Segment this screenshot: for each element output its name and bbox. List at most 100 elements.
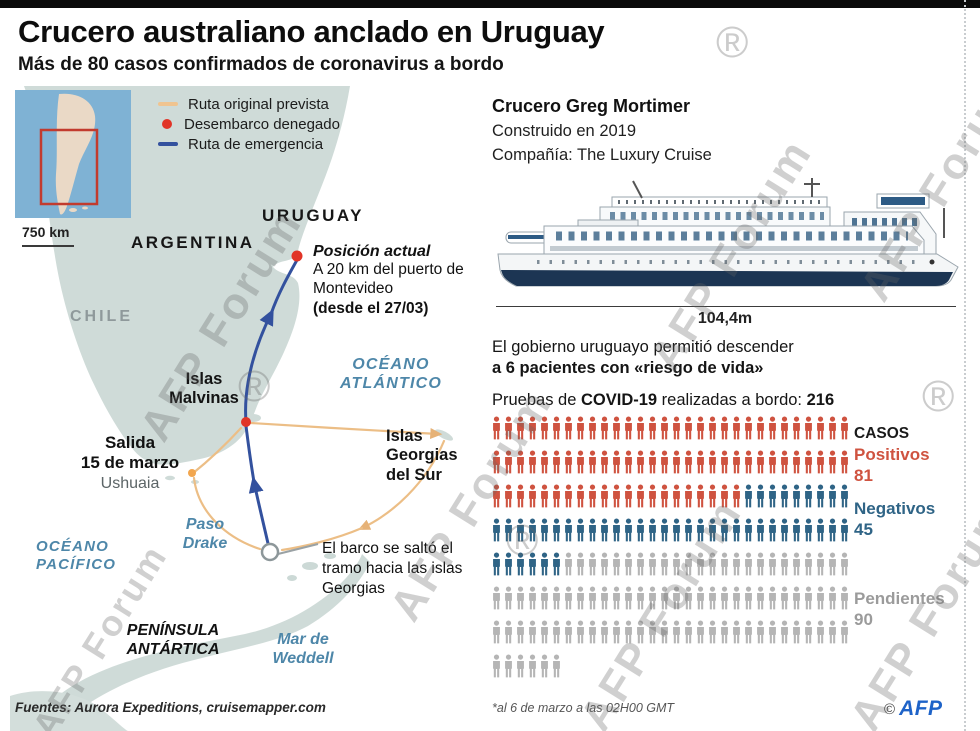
skipped-stop-circle (260, 542, 280, 562)
pictogram-row (492, 585, 849, 611)
tests-text: realizadas a bordo: (657, 391, 807, 409)
person-icon (781, 518, 788, 542)
person-icon (493, 654, 500, 678)
right-dotted-border (964, 0, 966, 731)
person-icon (625, 518, 632, 542)
person-icon (673, 552, 680, 576)
person-icon (829, 450, 836, 474)
label-uruguay: URUGUAY (262, 206, 364, 225)
person-icon (805, 450, 812, 474)
person-icon (637, 586, 644, 610)
person-icon (781, 586, 788, 610)
person-icon (493, 552, 500, 576)
person-icon (841, 416, 848, 440)
person-icon (733, 518, 740, 542)
person-icon (493, 620, 500, 644)
person-icon (817, 552, 824, 576)
person-icon (565, 620, 572, 644)
person-icon (757, 416, 764, 440)
page-title: Crucero australiano anclado en Uruguay (18, 14, 605, 49)
person-icon (793, 586, 800, 610)
person-icon (565, 586, 572, 610)
person-icon (829, 484, 836, 508)
person-icon (685, 552, 692, 576)
person-icon (613, 586, 620, 610)
pictogram-row (492, 449, 849, 475)
person-icon (757, 620, 764, 644)
person-icon (625, 416, 632, 440)
person-icon (601, 416, 608, 440)
person-icon (577, 484, 584, 508)
person-icon (841, 450, 848, 474)
person-icon (577, 586, 584, 610)
original-route (190, 421, 446, 552)
person-icon (817, 518, 824, 542)
person-icon (709, 416, 716, 440)
person-icon (553, 518, 560, 542)
person-icon (733, 620, 740, 644)
person-icon (505, 484, 512, 508)
person-icon (637, 620, 644, 644)
person-icon (637, 552, 644, 576)
person-icon (553, 416, 560, 440)
person-icon (697, 586, 704, 610)
person-icon (601, 586, 608, 610)
departure-word: Salida (104, 433, 156, 452)
person-icon (529, 654, 536, 678)
montevideo-position-dot (291, 250, 303, 262)
departure-annotation: Salida 15 de marzo Ushuaia (72, 433, 188, 494)
covid19-word: COVID-19 (580, 391, 658, 409)
ship-company: Compañía: The Luxury Cruise (492, 146, 712, 164)
person-icon (769, 416, 776, 440)
person-icon (661, 552, 668, 576)
person-icon (505, 518, 512, 542)
person-icon (769, 620, 776, 644)
government-statement: El gobierno uruguayo permitió descender … (492, 337, 794, 380)
negatives-label: Negativos 45 (854, 498, 935, 541)
pictogram-row (492, 619, 849, 645)
label-antarctic-peninsula: PENÍNSULA ANTÁRTICA (126, 622, 220, 658)
person-icon (517, 518, 524, 542)
person-icon (817, 484, 824, 508)
person-icon (745, 484, 752, 508)
current-position-annotation: Posición actual A 20 km del puerto de Mo… (313, 242, 483, 319)
person-icon (745, 416, 752, 440)
person-icon (517, 450, 524, 474)
person-icon (649, 586, 656, 610)
top-black-bar (0, 0, 980, 8)
positives-value: 81 (854, 466, 873, 486)
person-icon (493, 586, 500, 610)
person-icon (529, 552, 536, 576)
person-icon (817, 450, 824, 474)
legend-item-original-route: Ruta original prevista (158, 94, 340, 114)
person-icon (721, 484, 728, 508)
person-icon (589, 518, 596, 542)
person-icon (805, 620, 812, 644)
person-icon (541, 484, 548, 508)
legend-item-emergency-route: Ruta de emergencia (158, 134, 340, 154)
person-icon (661, 484, 668, 508)
person-icon (781, 552, 788, 576)
person-icon (613, 450, 620, 474)
person-icon (661, 450, 668, 474)
person-icon (673, 586, 680, 610)
person-icon (649, 484, 656, 508)
person-icon (529, 416, 536, 440)
label-paso-drake: Paso Drake (182, 516, 228, 552)
person-icon (685, 518, 692, 542)
person-icon (625, 620, 632, 644)
person-icon (493, 518, 500, 542)
skipped-leg-annotation: El barco se saltó el tramo hacia las isl… (322, 540, 463, 597)
person-icon (841, 620, 848, 644)
person-icon (757, 484, 764, 508)
position-body: A 20 km del puerto de Montevideo (313, 261, 464, 298)
legend-label: Desembarco denegado (184, 115, 340, 133)
label-pacific-ocean: OCÉANO PACÍFICO (36, 538, 117, 573)
person-icon (745, 620, 752, 644)
person-icon (829, 416, 836, 440)
person-icon (793, 450, 800, 474)
person-icon (565, 552, 572, 576)
person-icon (733, 586, 740, 610)
person-icon (613, 518, 620, 542)
watermark-emblem-icon: ® (716, 18, 749, 67)
